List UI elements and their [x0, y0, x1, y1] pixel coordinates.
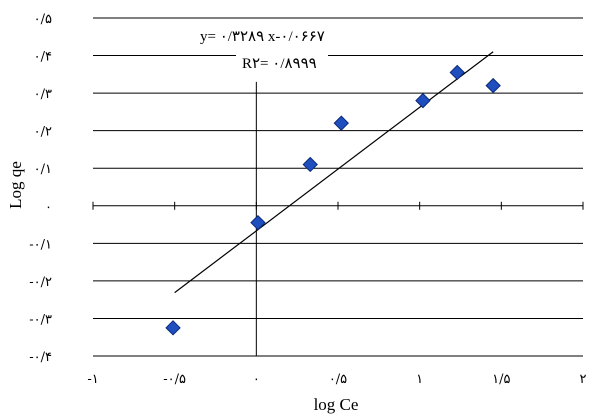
- data-point-5: [449, 64, 465, 81]
- data-point-4: [415, 92, 431, 109]
- r-squared-background: [236, 51, 328, 75]
- grid-lines: [93, 17, 583, 357]
- trendline: [174, 51, 494, 294]
- equation-background: [196, 24, 366, 46]
- data-point-0: [165, 320, 181, 336]
- data-point-6: [485, 77, 501, 94]
- y-tick-labels: ۰/۵ ۰/۴ ۰/۳ ۰/۲ ۰/۱ ۰ -۰/۱ -۰/۲ -۰/۳ -۰/۴: [29, 12, 52, 365]
- trendline-segment: [174, 51, 494, 294]
- x-tick-label-1: -۰/۵: [163, 372, 186, 387]
- x-tick-labels: -۱ -۰/۵ ۰ ۰/۵ ۱ ۱/۵ ۲: [87, 372, 586, 387]
- y-tick-label-5: ۰: [45, 200, 52, 215]
- y-tick-label-9: -۰/۴: [29, 350, 52, 365]
- y-tick-label-6: -۰/۱: [29, 237, 52, 252]
- data-point-2: [302, 156, 318, 173]
- data-points: [165, 64, 501, 336]
- axes: [92, 81, 584, 356]
- y-tick-label-4: ۰/۱: [34, 162, 52, 177]
- x-tick-label-2: ۰: [253, 372, 260, 387]
- data-point-3: [333, 115, 349, 131]
- y-tick-label-3: ۰/۲: [34, 125, 52, 140]
- x-tick-label-6: ۲: [580, 372, 587, 387]
- x-axis-title: log Ce: [314, 395, 359, 414]
- x-tick-label-5: ۱/۵: [492, 372, 510, 387]
- r-squared-label: R۲= ۰/۸۹۹۹: [242, 56, 317, 72]
- y-tick-label-7: -۰/۲: [29, 275, 52, 290]
- y-tick-label-2: ۰/۳: [34, 87, 52, 102]
- trendline-equation: y= ۰/۳۲۸۹ x-۰/۰۶۶۷: [200, 29, 325, 45]
- y-axis-title: Log qe: [6, 161, 25, 209]
- x-tick-label-4: ۱: [416, 372, 423, 387]
- y-tick-label-8: -۰/۳: [29, 312, 52, 327]
- data-point-1: [250, 214, 266, 231]
- y-tick-label-1: ۰/۴: [34, 50, 52, 65]
- x-tick-label-0: -۱: [87, 372, 98, 387]
- y-tick-label-0: ۰/۵: [34, 12, 52, 27]
- x-tick-label-3: ۰/۵: [329, 372, 347, 387]
